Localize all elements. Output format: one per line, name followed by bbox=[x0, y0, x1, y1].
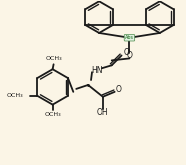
Text: OCH₃: OCH₃ bbox=[7, 93, 23, 98]
Text: OH: OH bbox=[97, 108, 109, 117]
Text: OCH₃: OCH₃ bbox=[45, 56, 62, 61]
Text: O: O bbox=[126, 51, 132, 60]
Text: Abs: Abs bbox=[125, 35, 134, 40]
Text: O: O bbox=[116, 85, 121, 94]
Text: OCH₃: OCH₃ bbox=[44, 113, 61, 117]
Text: O: O bbox=[124, 48, 129, 57]
Text: HN: HN bbox=[91, 66, 103, 75]
